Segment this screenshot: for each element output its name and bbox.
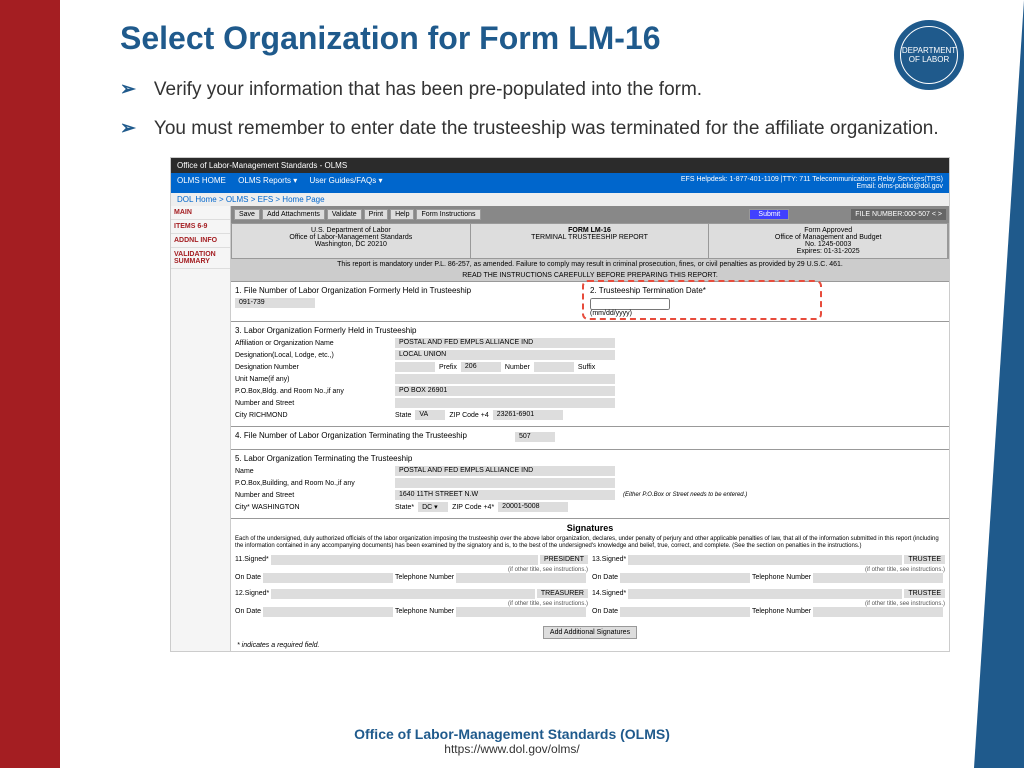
sidebar-items[interactable]: ITEMS 6-9 <box>171 220 230 234</box>
section-1-2: 1. File Number of Labor Organization For… <box>231 281 949 321</box>
section-3: 3. Labor Organization Formerly Held in T… <box>231 321 949 426</box>
dept-block: U.S. Department of LaborOffice of Labor-… <box>232 224 471 258</box>
print-button[interactable]: Print <box>364 209 388 220</box>
signed-input[interactable] <box>628 555 902 565</box>
chevron-icon: ➢ <box>120 77 136 104</box>
nav-home[interactable]: OLMS HOME <box>177 176 226 185</box>
signed-input[interactable] <box>271 589 535 599</box>
highlight-box <box>582 280 822 320</box>
footer-url: https://www.dol.gov/olms/ <box>0 742 1024 756</box>
file-number-label: FILE NUMBER:000-507 < > <box>851 209 946 220</box>
nav-menu: OLMS HOME OLMS Reports ▾ User Guides/FAQ… <box>177 176 392 190</box>
mandatory-notice: This report is mandatory under P.L. 86-2… <box>231 259 949 270</box>
form-header-row: U.S. Department of LaborOffice of Labor-… <box>231 223 949 259</box>
bullet-list: ➢Verify your information that has been p… <box>120 77 940 142</box>
chevron-icon: ➢ <box>120 116 136 143</box>
instructions-button[interactable]: Form Instructions <box>416 209 480 220</box>
signed-input[interactable] <box>628 589 902 599</box>
save-button[interactable]: Save <box>234 209 260 220</box>
submit-button[interactable]: Submit <box>749 209 789 220</box>
form-title-block: FORM LM-16TERMINAL TRUSTEESHIP REPORT <box>471 224 710 258</box>
attach-button[interactable]: Add Attachments <box>262 209 325 220</box>
sig-block-11: 11.Signed*PRESIDENT (if other title, see… <box>235 555 588 585</box>
section-4: 4. File Number of Labor Organization Ter… <box>231 426 949 449</box>
nav-reports[interactable]: OLMS Reports ▾ <box>238 176 297 185</box>
app-header: Office of Labor-Management Standards - O… <box>171 158 949 173</box>
sig-block-14: 14.Signed*TRUSTEE (if other title, see i… <box>592 589 945 619</box>
add-signatures-row: Add Additional Signatures <box>231 623 949 640</box>
sidebar-main[interactable]: MAIN <box>171 206 230 220</box>
form-sidebar: MAIN ITEMS 6-9 ADDNL INFO VALIDATION SUM… <box>171 206 231 650</box>
helpdesk-info: EFS Helpdesk: 1-877-401-1109 |TTY: 711 T… <box>681 176 943 190</box>
signed-input[interactable] <box>271 555 538 565</box>
bullet-item: ➢You must remember to enter date the tru… <box>120 116 940 143</box>
nav-bar: OLMS HOME OLMS Reports ▾ User Guides/FAQ… <box>171 173 949 193</box>
add-signatures-button[interactable]: Add Additional Signatures <box>543 626 637 639</box>
form-main: Save Add Attachments Validate Print Help… <box>231 206 949 650</box>
footer-org: Office of Labor-Management Standards (OL… <box>0 726 1024 742</box>
slide-footer: Office of Labor-Management Standards (OL… <box>0 726 1024 756</box>
file-number-value: 091-739 <box>235 298 315 308</box>
red-sidebar <box>0 0 60 768</box>
validate-button[interactable]: Validate <box>327 209 362 220</box>
slide-content: Select Organization for Form LM-16 ➢Veri… <box>120 20 940 652</box>
blue-triangle <box>974 0 1024 768</box>
form-screenshot: Office of Labor-Management Standards - O… <box>170 157 950 651</box>
toolbar: Save Add Attachments Validate Print Help… <box>231 206 949 223</box>
sig-block-13: 13.Signed*TRUSTEE (if other title, see i… <box>592 555 945 585</box>
sidebar-validation[interactable]: VALIDATION SUMMARY <box>171 248 230 269</box>
required-note: * indicates a required field. <box>231 640 949 651</box>
signatures-section: Signatures Each of the undersigned, duly… <box>231 518 949 622</box>
section-5: 5. Labor Organization Terminating the Tr… <box>231 449 949 518</box>
breadcrumb[interactable]: DOL Home > OLMS > EFS > Home Page <box>171 193 949 206</box>
nav-guides[interactable]: User Guides/FAQs ▾ <box>310 176 383 185</box>
omb-block: Form ApprovedOffice of Management and Bu… <box>709 224 948 258</box>
slide-title: Select Organization for Form LM-16 <box>120 20 940 57</box>
help-button[interactable]: Help <box>390 209 414 220</box>
sig-block-12: 12.Signed*TREASURER (if other title, see… <box>235 589 588 619</box>
sidebar-addnl[interactable]: ADDNL INFO <box>171 234 230 248</box>
bullet-item: ➢Verify your information that has been p… <box>120 77 940 104</box>
